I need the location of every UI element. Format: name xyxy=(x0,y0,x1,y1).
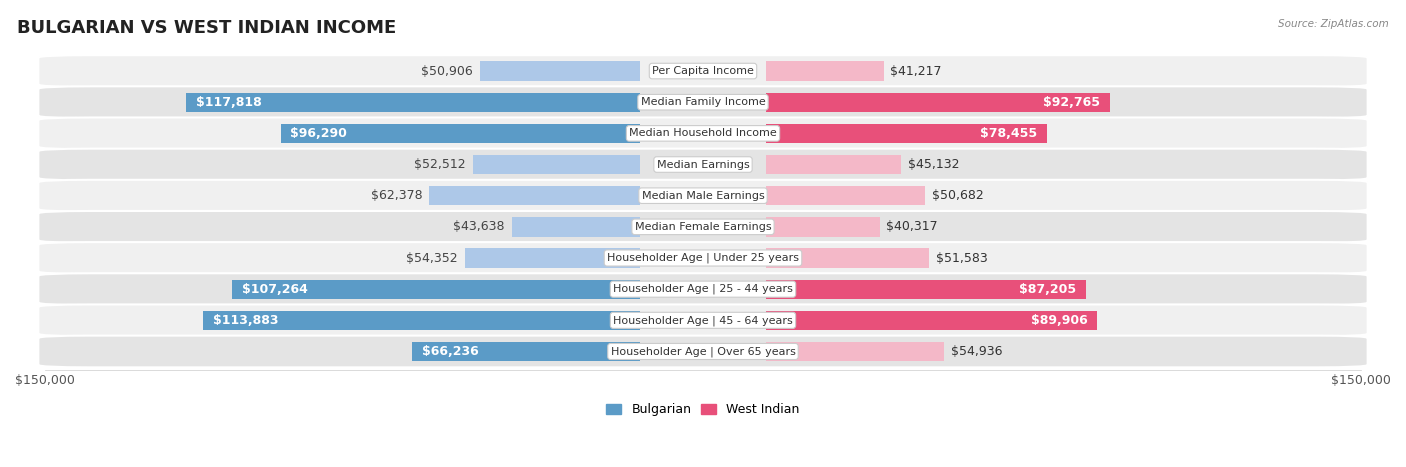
Text: Householder Age | Under 25 years: Householder Age | Under 25 years xyxy=(607,253,799,263)
Bar xyxy=(512,217,641,236)
Text: Householder Age | 25 - 44 years: Householder Age | 25 - 44 years xyxy=(613,284,793,294)
FancyBboxPatch shape xyxy=(38,211,1368,243)
Bar xyxy=(765,124,1047,143)
Text: Median Male Earnings: Median Male Earnings xyxy=(641,191,765,201)
Text: $41,217: $41,217 xyxy=(890,64,942,78)
FancyBboxPatch shape xyxy=(38,118,1368,149)
Text: $54,352: $54,352 xyxy=(406,252,458,264)
Bar xyxy=(412,342,641,361)
Bar xyxy=(429,186,641,205)
Text: $113,883: $113,883 xyxy=(214,314,278,327)
FancyBboxPatch shape xyxy=(38,242,1368,274)
Text: $107,264: $107,264 xyxy=(242,283,308,296)
Text: Householder Age | 45 - 64 years: Householder Age | 45 - 64 years xyxy=(613,315,793,325)
Text: $52,512: $52,512 xyxy=(415,158,465,171)
Text: Median Family Income: Median Family Income xyxy=(641,97,765,107)
Text: Source: ZipAtlas.com: Source: ZipAtlas.com xyxy=(1278,19,1389,28)
FancyBboxPatch shape xyxy=(38,86,1368,118)
Text: Median Household Income: Median Household Income xyxy=(628,128,778,138)
Text: BULGARIAN VS WEST INDIAN INCOME: BULGARIAN VS WEST INDIAN INCOME xyxy=(17,19,396,37)
Text: Householder Age | Over 65 years: Householder Age | Over 65 years xyxy=(610,346,796,357)
Bar xyxy=(765,342,943,361)
Text: $92,765: $92,765 xyxy=(1043,96,1099,109)
Text: $117,818: $117,818 xyxy=(195,96,262,109)
Bar xyxy=(186,92,641,112)
Text: $43,638: $43,638 xyxy=(454,220,505,234)
Text: $89,906: $89,906 xyxy=(1031,314,1088,327)
Text: $54,936: $54,936 xyxy=(950,345,1002,358)
Text: $51,583: $51,583 xyxy=(936,252,987,264)
Text: $62,378: $62,378 xyxy=(371,189,423,202)
Text: $66,236: $66,236 xyxy=(422,345,479,358)
Text: $87,205: $87,205 xyxy=(1018,283,1076,296)
Bar xyxy=(281,124,641,143)
FancyBboxPatch shape xyxy=(38,55,1368,87)
FancyBboxPatch shape xyxy=(38,273,1368,305)
Text: Median Earnings: Median Earnings xyxy=(657,160,749,170)
Bar xyxy=(472,155,641,174)
Text: $45,132: $45,132 xyxy=(908,158,959,171)
FancyBboxPatch shape xyxy=(38,149,1368,180)
FancyBboxPatch shape xyxy=(38,336,1368,368)
Text: Per Capita Income: Per Capita Income xyxy=(652,66,754,76)
FancyBboxPatch shape xyxy=(38,304,1368,336)
Bar xyxy=(464,248,641,268)
Bar xyxy=(765,155,901,174)
Bar xyxy=(232,280,641,299)
Text: $40,317: $40,317 xyxy=(886,220,938,234)
Text: $78,455: $78,455 xyxy=(980,127,1038,140)
Text: $96,290: $96,290 xyxy=(291,127,347,140)
Bar xyxy=(765,280,1085,299)
Bar xyxy=(204,311,641,330)
Legend: Bulgarian, West Indian: Bulgarian, West Indian xyxy=(602,398,804,421)
Bar xyxy=(479,61,641,81)
FancyBboxPatch shape xyxy=(38,180,1368,212)
Bar xyxy=(765,92,1109,112)
Bar xyxy=(765,186,925,205)
Text: $50,682: $50,682 xyxy=(932,189,984,202)
Text: $50,906: $50,906 xyxy=(422,64,472,78)
Bar xyxy=(765,248,929,268)
Bar xyxy=(765,311,1098,330)
Bar xyxy=(765,217,880,236)
Text: Median Female Earnings: Median Female Earnings xyxy=(634,222,772,232)
Bar xyxy=(765,61,884,81)
